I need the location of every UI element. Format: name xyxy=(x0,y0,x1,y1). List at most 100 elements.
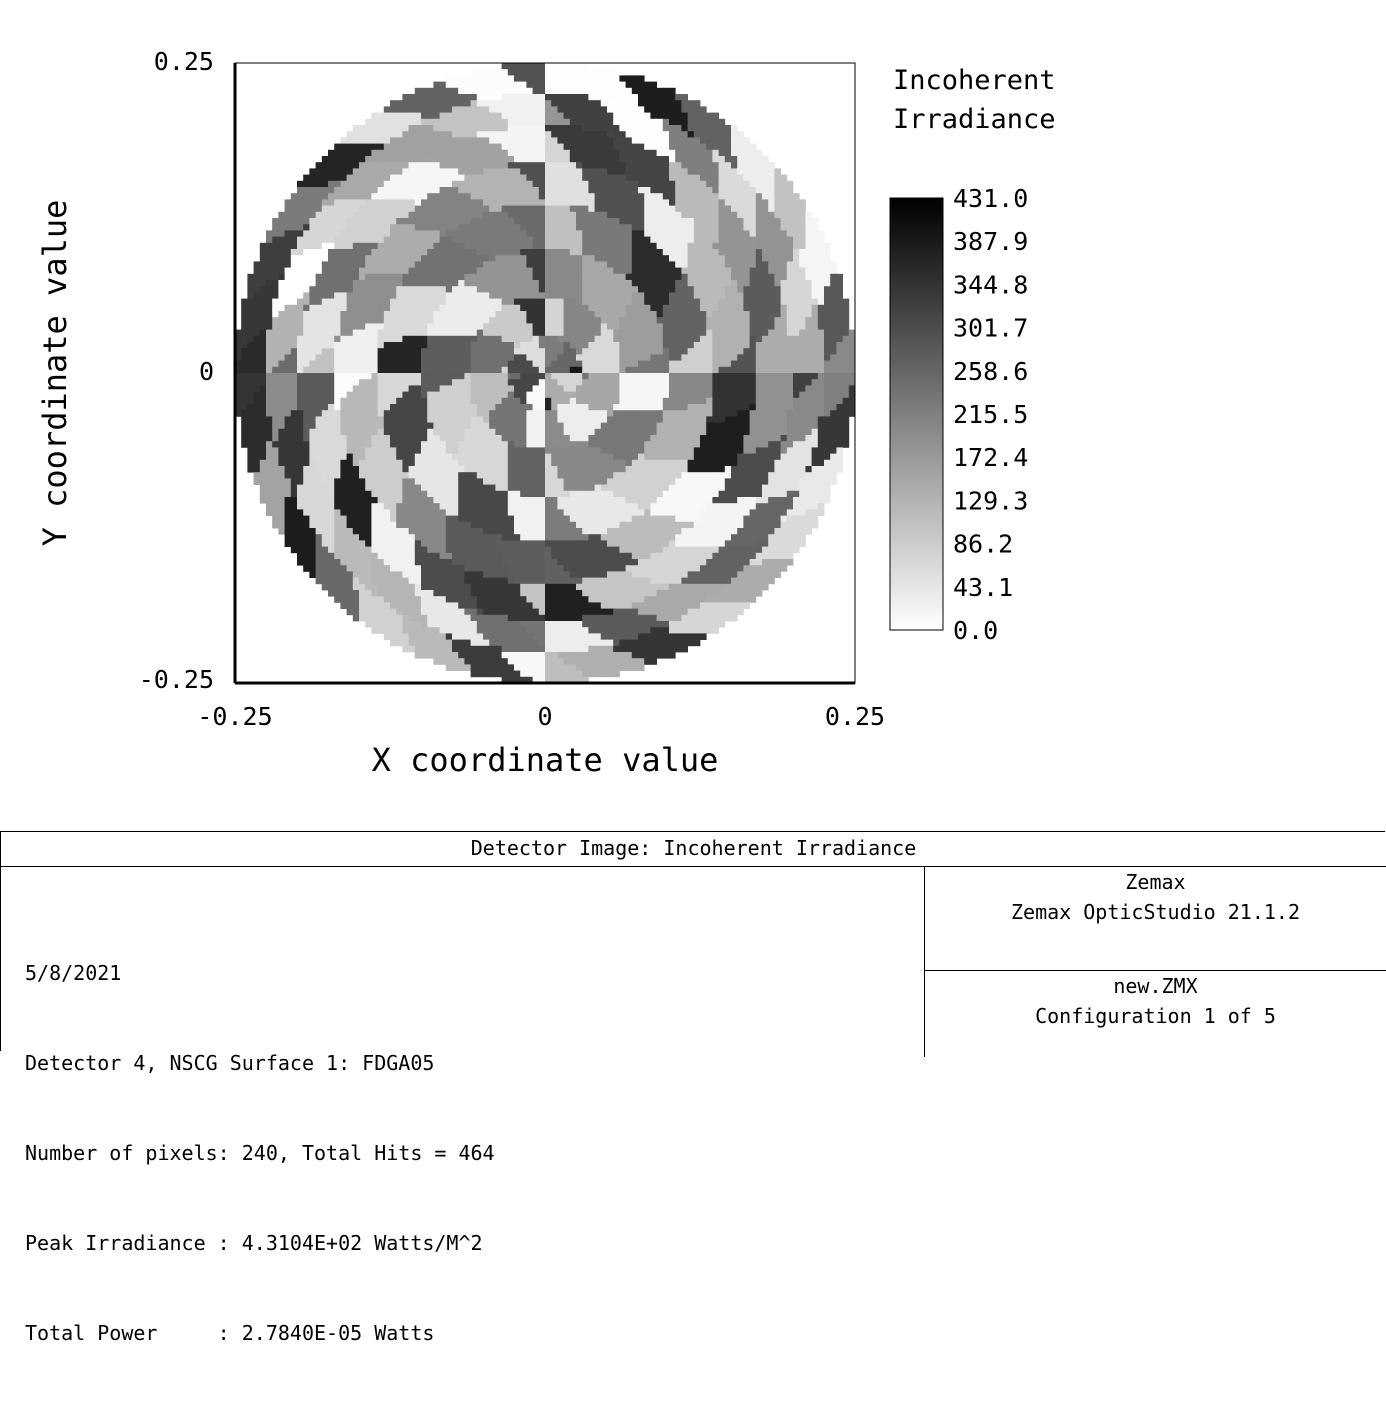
heatmap-cell xyxy=(346,149,354,157)
heatmap-cell xyxy=(507,255,515,262)
heatmap-cell xyxy=(495,199,502,206)
heatmap-cell xyxy=(284,211,292,219)
heatmap-cell xyxy=(607,317,614,324)
heatmap-cell xyxy=(631,205,639,213)
heatmap-cell xyxy=(241,373,248,380)
heatmap-cell xyxy=(334,156,341,163)
heatmap-cell xyxy=(266,249,273,256)
heatmap-cell xyxy=(662,137,670,144)
heatmap-cell xyxy=(817,304,825,312)
heatmap-cell xyxy=(638,230,645,237)
heatmap-cell xyxy=(681,224,688,231)
heatmap-cell xyxy=(538,428,546,436)
heatmap-cell xyxy=(278,335,285,343)
heatmap-cell xyxy=(377,199,385,206)
heatmap-cell xyxy=(551,149,558,157)
heatmap-cell xyxy=(774,348,781,355)
heatmap-cell xyxy=(625,174,633,182)
heatmap-cell xyxy=(737,335,744,343)
heatmap-cell xyxy=(693,255,701,262)
heatmap-cell xyxy=(365,273,372,281)
heatmap-cell xyxy=(514,118,521,126)
heatmap-cell xyxy=(793,242,800,250)
heatmap-cell xyxy=(371,137,378,144)
heatmap-cell xyxy=(520,335,527,343)
heatmap-cell xyxy=(631,317,639,324)
heatmap-cell xyxy=(377,397,385,405)
heatmap-cell xyxy=(662,379,670,386)
heatmap-cell xyxy=(749,193,757,200)
heatmap-cell xyxy=(755,366,763,374)
heatmap-cell xyxy=(650,218,657,225)
heatmap-cell xyxy=(507,286,515,293)
heatmap-cell xyxy=(631,311,639,318)
heatmap-cell xyxy=(724,416,732,423)
heatmap-cell xyxy=(607,286,614,293)
heatmap-cell xyxy=(582,298,589,306)
heatmap-cell xyxy=(396,397,403,405)
heatmap-cell xyxy=(824,286,831,293)
heatmap-cell xyxy=(724,404,732,411)
heatmap-cell xyxy=(334,211,341,219)
heatmap-cell xyxy=(631,267,639,275)
heatmap-cell xyxy=(334,143,341,151)
heatmap-cell xyxy=(489,348,496,355)
heatmap-cell xyxy=(514,298,521,306)
heatmap-cell xyxy=(644,255,651,262)
heatmap-cell xyxy=(724,373,732,380)
heatmap-cell xyxy=(582,69,589,76)
heatmap-cell xyxy=(638,168,645,175)
heatmap-cell xyxy=(545,174,552,182)
heatmap-cell xyxy=(532,205,540,213)
heatmap-cell xyxy=(278,373,285,380)
heatmap-cell xyxy=(755,261,763,268)
heatmap-cell xyxy=(408,156,416,163)
heatmap-cell xyxy=(706,391,713,399)
heatmap-cell xyxy=(396,162,403,169)
heatmap-cell xyxy=(644,416,651,423)
heatmap-cell xyxy=(557,118,564,126)
heatmap-cell xyxy=(687,404,695,411)
heatmap-cell xyxy=(390,187,397,194)
heatmap-cell xyxy=(600,416,608,423)
heatmap-cell xyxy=(557,280,564,287)
heatmap-cell xyxy=(569,236,577,244)
heatmap-cell xyxy=(563,335,571,343)
heatmap-cell xyxy=(303,410,310,417)
heatmap-cell xyxy=(445,292,453,299)
heatmap-cell xyxy=(433,199,440,206)
heatmap-cell xyxy=(706,385,713,392)
heatmap-cell xyxy=(359,280,366,287)
heatmap-cell xyxy=(303,236,310,244)
heatmap-cell xyxy=(520,224,527,231)
heatmap-cell xyxy=(799,428,806,436)
heatmap-cell xyxy=(594,106,602,113)
heatmap-cell xyxy=(600,273,608,281)
heatmap-cell xyxy=(383,137,391,144)
heatmap-cell xyxy=(557,106,564,113)
heatmap-cell xyxy=(817,391,825,399)
heatmap-cell xyxy=(359,317,366,324)
heatmap-cell xyxy=(762,329,769,337)
heatmap-cell xyxy=(390,348,397,355)
heatmap-cell xyxy=(489,137,496,144)
heatmap-cell xyxy=(774,329,781,337)
heatmap-cell xyxy=(551,156,558,163)
heatmap-cell xyxy=(631,280,639,287)
heatmap-cell xyxy=(811,273,819,281)
heatmap-cell xyxy=(613,304,620,312)
heatmap-cell xyxy=(396,137,403,144)
heatmap-cell xyxy=(520,242,527,250)
heatmap-cell xyxy=(737,404,744,411)
heatmap-cell xyxy=(290,422,298,430)
heatmap-cell xyxy=(830,410,837,417)
heatmap-cell xyxy=(408,360,416,368)
heatmap-cell xyxy=(675,385,682,392)
heatmap-cell xyxy=(427,317,434,324)
heatmap-cell xyxy=(514,193,521,200)
heatmap-cell xyxy=(476,106,484,113)
heatmap-cell xyxy=(346,428,354,436)
heatmap-cell xyxy=(359,137,366,144)
heatmap-cell xyxy=(414,373,422,380)
heatmap-cell xyxy=(551,354,558,361)
